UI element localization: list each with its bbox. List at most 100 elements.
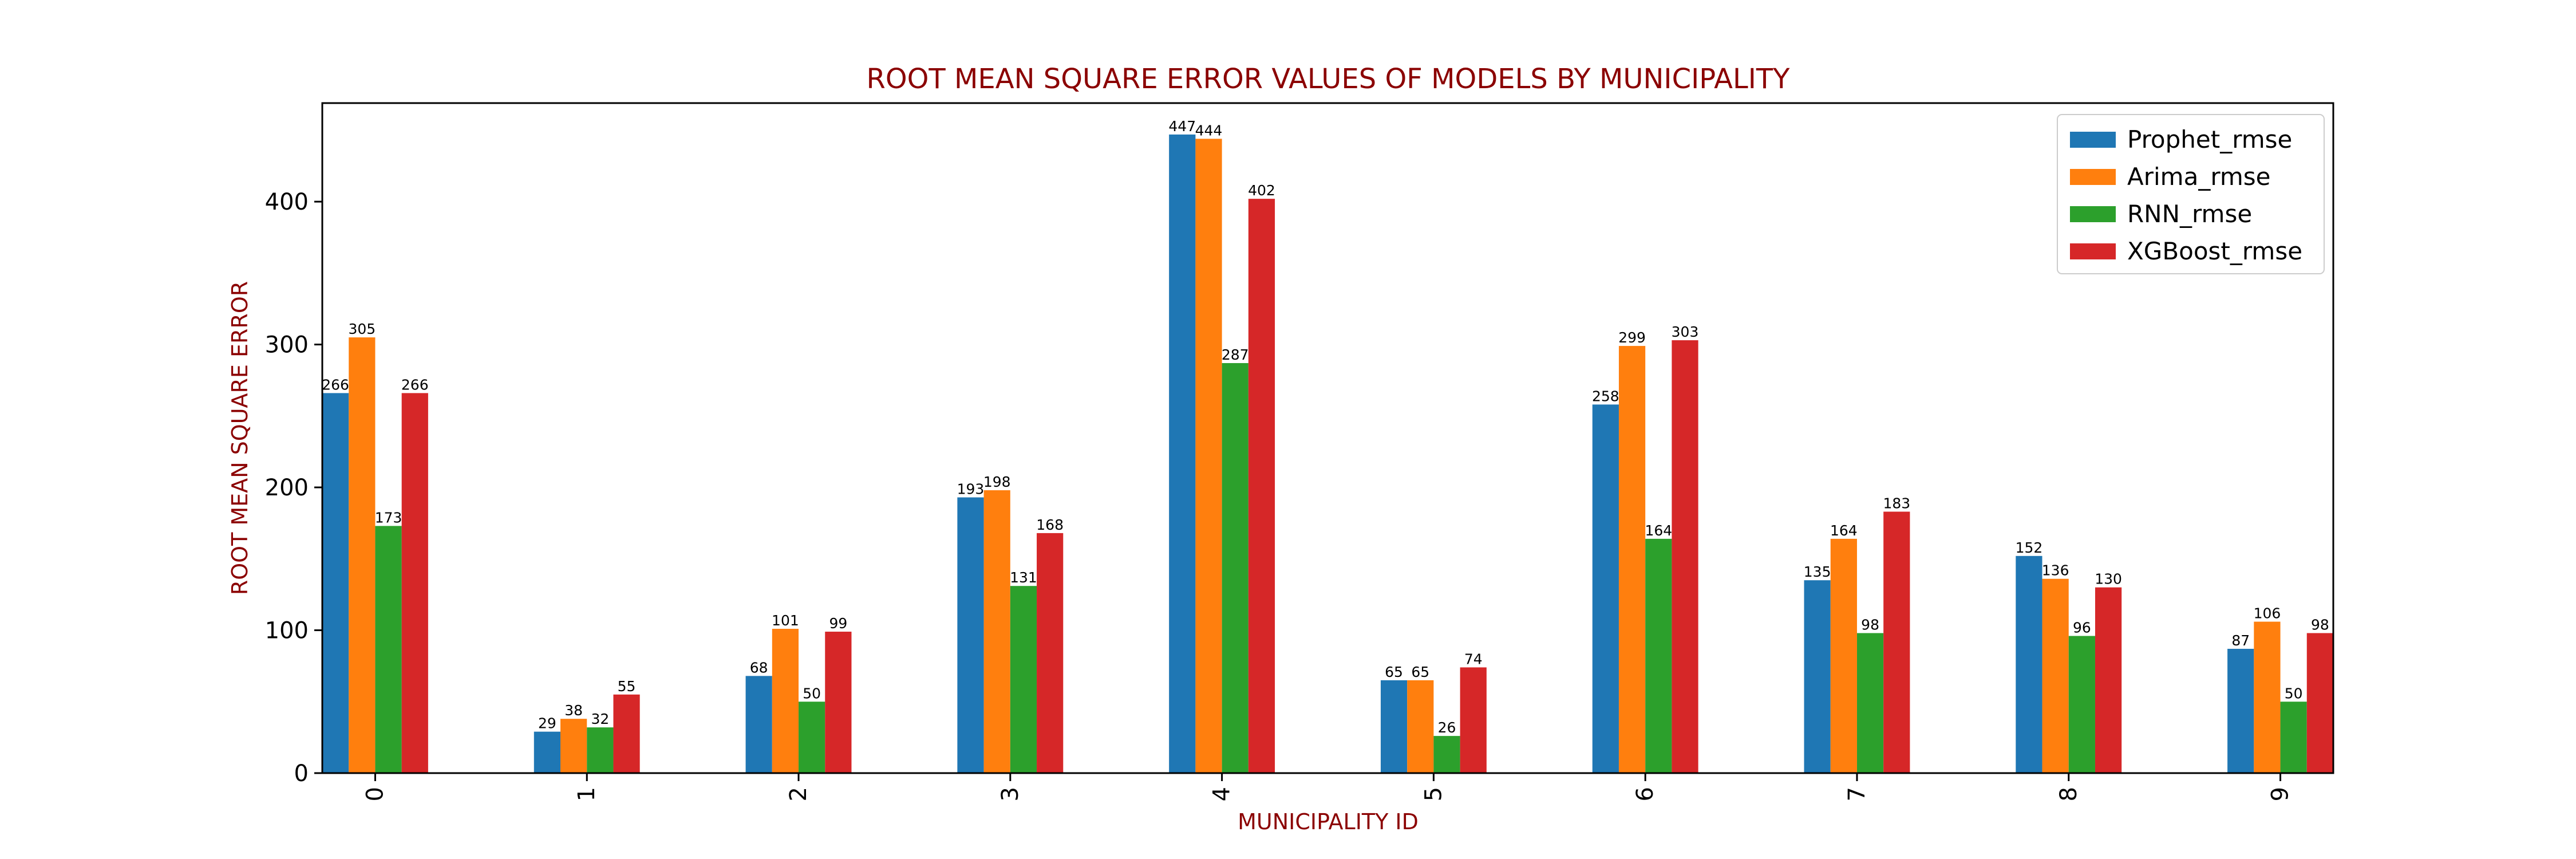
bar-prophet-rmse-4 — [1169, 134, 1196, 773]
bar-value-label: 131 — [1010, 569, 1037, 586]
bar-xgboost-rmse-8 — [2095, 587, 2122, 773]
bar-arima-rmse-4 — [1195, 139, 1222, 773]
bar-xgboost-rmse-4 — [1248, 199, 1275, 773]
bar-value-label: 152 — [2016, 539, 2043, 556]
bar-prophet-rmse-2 — [745, 676, 772, 773]
bar-xgboost-rmse-0 — [401, 393, 428, 773]
legend-box — [2057, 114, 2325, 274]
bar-arima-rmse-0 — [349, 337, 376, 773]
bar-value-label: 65 — [1411, 664, 1429, 680]
bar-value-label: 402 — [1248, 182, 1275, 199]
bar-rnn-rmse-8 — [2068, 636, 2095, 773]
bar-value-label: 198 — [983, 474, 1011, 490]
y-tick-label: 100 — [265, 618, 309, 644]
bar-value-label: 99 — [829, 615, 847, 632]
bar-rnn-rmse-2 — [799, 702, 825, 773]
bar-value-label: 193 — [957, 481, 985, 498]
legend: Prophet_rmse Arima_rmse RNN_rmse XGBoost_rm… — [2057, 114, 2325, 274]
x-tick-label: 6 — [1632, 787, 1658, 801]
legend-entry-prophet-rmse: Prophet_rmse — [2127, 125, 2292, 153]
x-tick-label: 8 — [2056, 787, 2082, 801]
bar-value-label: 164 — [1645, 522, 1672, 539]
bar-value-label: 135 — [1804, 564, 1831, 580]
bar-value-label: 444 — [1195, 122, 1223, 139]
bar-arima-rmse-3 — [983, 490, 1010, 773]
bar-value-label: 258 — [1592, 388, 1619, 404]
bar-arima-rmse-9 — [2254, 621, 2281, 773]
x-axis-label: MUNICIPALITY ID — [1238, 809, 1419, 834]
bar-value-label: 136 — [2042, 562, 2069, 579]
bar-value-label: 68 — [750, 659, 768, 676]
bar-value-label: 106 — [2254, 605, 2281, 622]
bar-rnn-rmse-4 — [1222, 363, 1249, 773]
bar-value-label: 74 — [1464, 651, 1483, 667]
bar-prophet-rmse-3 — [957, 497, 984, 773]
bar-value-label: 98 — [2311, 617, 2329, 633]
bar-arima-rmse-8 — [2042, 578, 2069, 773]
bar-prophet-rmse-6 — [1592, 404, 1619, 773]
x-tick-label: 2 — [785, 787, 812, 801]
bar-prophet-rmse-0 — [322, 393, 349, 773]
bar-prophet-rmse-8 — [2016, 555, 2042, 773]
bar-arima-rmse-7 — [1830, 538, 1857, 773]
bar-value-label: 183 — [1883, 495, 1910, 511]
y-tick-label: 0 — [294, 761, 309, 787]
bar-value-label: 55 — [618, 678, 636, 695]
bar-prophet-rmse-9 — [2227, 648, 2254, 773]
bar-xgboost-rmse-1 — [613, 694, 640, 773]
chart-title: ROOT MEAN SQUARE ERROR VALUES OF MODELS … — [867, 63, 1791, 95]
x-tick-label: 7 — [1844, 787, 1870, 801]
bar-value-label: 305 — [348, 321, 376, 337]
bar-value-label: 32 — [591, 711, 609, 727]
bar-value-label: 299 — [1618, 329, 1646, 346]
y-axis-label: ROOT MEAN SQUARE ERROR — [227, 281, 252, 595]
legend-entry-xgboost-rmse: XGBoost_rmse — [2127, 237, 2302, 265]
legend-swatch — [2070, 206, 2116, 222]
bar-rnn-rmse-6 — [1645, 538, 1672, 773]
bar-value-label: 130 — [2095, 571, 2122, 588]
bar-xgboost-rmse-9 — [2306, 633, 2333, 773]
bars-group — [322, 134, 2333, 773]
bar-rnn-rmse-3 — [1010, 586, 1037, 773]
bar-value-label: 101 — [772, 612, 799, 629]
x-tick-label: 5 — [1420, 787, 1447, 801]
bar-xgboost-rmse-2 — [825, 632, 852, 773]
bar-rnn-rmse-5 — [1433, 736, 1460, 773]
x-axis-ticks: 0 1 2 3 4 5 6 7 8 9 — [362, 773, 2294, 801]
legend-swatch — [2070, 132, 2116, 148]
bar-prophet-rmse-5 — [1380, 680, 1408, 773]
bar-value-label: 38 — [564, 702, 583, 719]
plot-area-frame — [321, 102, 2334, 774]
bar-value-label: 65 — [1385, 664, 1403, 680]
bar-value-label: 447 — [1168, 118, 1196, 135]
bar-xgboost-rmse-7 — [1883, 511, 1910, 773]
bar-rnn-rmse-7 — [1856, 633, 1884, 773]
legend-swatch — [2070, 243, 2116, 259]
bar-prophet-rmse-1 — [534, 731, 561, 773]
x-tick-label: 9 — [2267, 787, 2294, 801]
bar-value-label: 96 — [2073, 620, 2091, 636]
bar-value-label: 50 — [2285, 685, 2303, 702]
y-tick-label: 400 — [265, 189, 309, 215]
bar-rnn-rmse-0 — [375, 526, 402, 773]
legend-entry-rnn-rmse: RNN_rmse — [2127, 200, 2252, 228]
bar-arima-rmse-1 — [560, 719, 587, 773]
bar-rnn-rmse-9 — [2280, 702, 2307, 773]
bar-arima-rmse-5 — [1407, 680, 1434, 773]
bar-value-label: 168 — [1036, 517, 1064, 533]
bar-prophet-rmse-7 — [1804, 580, 1831, 773]
bar-value-label: 98 — [1861, 617, 1879, 633]
bar-value-label: 266 — [322, 376, 349, 393]
bar-value-label: 164 — [1830, 522, 1858, 539]
bar-labels-group: 266 29 68 193 447 65 258 135 152 87 305 38 101 198 444… — [322, 118, 2329, 736]
bar-xgboost-rmse-5 — [1460, 667, 1487, 773]
y-axis-ticks: 0 100 200 300 400 — [265, 189, 322, 787]
bar-value-label: 26 — [1438, 719, 1456, 736]
bar-value-label: 287 — [1222, 346, 1249, 363]
bar-arima-rmse-6 — [1618, 346, 1646, 773]
bar-arima-rmse-2 — [772, 629, 799, 773]
y-tick-label: 200 — [265, 475, 309, 501]
bar-value-label: 303 — [1672, 324, 1699, 340]
bar-value-label: 87 — [2231, 632, 2250, 649]
